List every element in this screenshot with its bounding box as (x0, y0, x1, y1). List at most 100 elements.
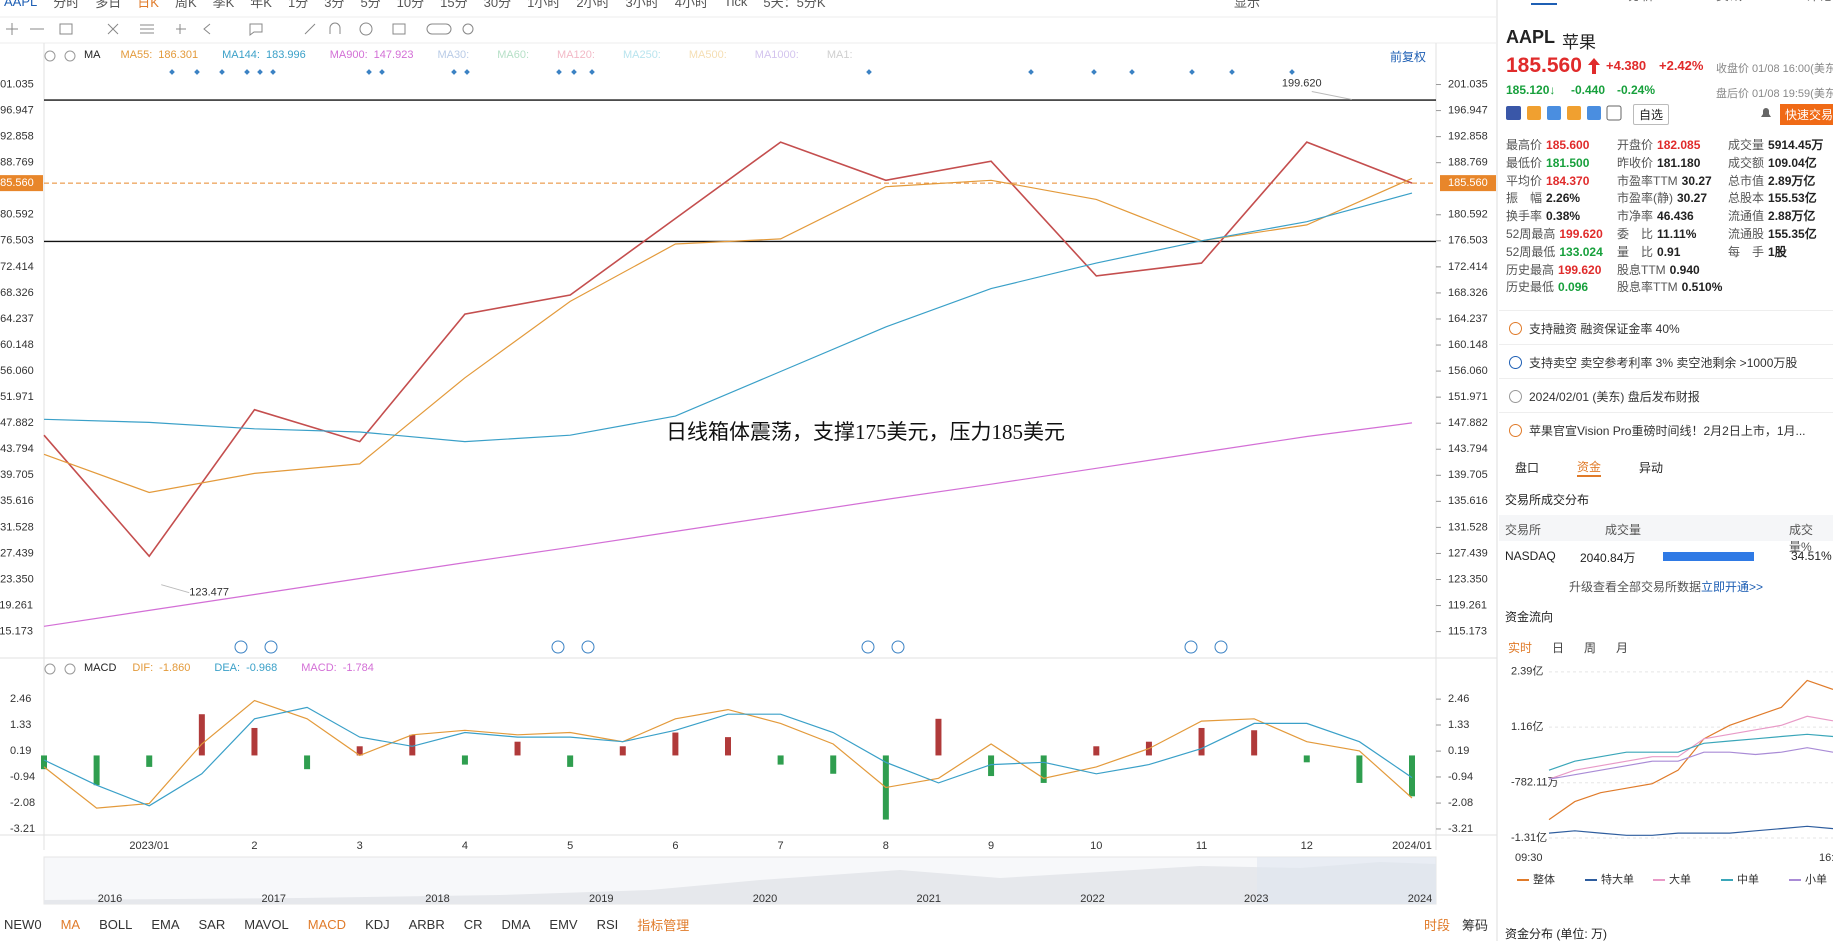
notice[interactable]: 苹果官宣Vision Pro重磅时间线！2月2日上市，1月... (1499, 412, 1833, 447)
panel-tab[interactable]: 报价 (1531, 0, 1558, 5)
indicator-tab[interactable]: KDJ (365, 917, 390, 932)
indicator-right[interactable]: 时段 (1423, 918, 1450, 933)
indicator-tab[interactable]: EMV (549, 917, 578, 932)
period-tab[interactable]: 2小时 (576, 0, 610, 10)
stat-cell: 昨收价 181.180 (1617, 154, 1700, 171)
period-tab[interactable]: 分时 (53, 0, 80, 10)
indicator-tab[interactable]: MACD (307, 917, 347, 932)
stat-label: 成交额 (1728, 155, 1765, 170)
period-tab[interactable]: 10分 (396, 0, 425, 10)
period-tab[interactable]: 季K (212, 0, 235, 10)
period-tab[interactable]: AAPL (4, 0, 38, 9)
stock-name: 苹果 (1562, 33, 1596, 52)
upgrade-text: 升级查看全部交易所数据 (1568, 580, 1701, 594)
earnings-icon (234, 640, 248, 654)
indicator-tab[interactable]: MAVOL (244, 917, 289, 932)
x-tick-label: 2023/01 (129, 840, 169, 852)
flow-tab[interactable]: 周 (1584, 641, 1597, 655)
stat-label: 股息率TTM (1617, 280, 1678, 295)
display-menu[interactable]: 显示 (1234, 0, 1261, 10)
stat-label: 市净率 (1617, 209, 1654, 224)
period-tab[interactable]: 年K (250, 0, 272, 10)
flow-tab[interactable]: 日 (1552, 641, 1565, 655)
stat-value: 181.180 (1657, 155, 1701, 170)
trade-button[interactable]: 快速交易 (1780, 104, 1833, 125)
indicator-tab[interactable]: ARBR (408, 917, 445, 932)
indicator-tab[interactable]: SAR (198, 917, 226, 932)
flow-tabs: 实时 日 周 月 (1508, 639, 1628, 656)
period-tab[interactable]: Tick (724, 0, 748, 9)
period-tab[interactable]: 日K (137, 0, 159, 10)
navigator-window[interactable] (1257, 857, 1436, 904)
panel-tab[interactable]: 资讯 (1716, 0, 1742, 4)
crosshair-icon (6, 23, 18, 35)
indicator-tab[interactable]: MA (60, 917, 81, 932)
indicator-manage[interactable]: 指标管理 (637, 918, 690, 933)
y-tick-label: 201.035 (1448, 78, 1488, 90)
period-tab[interactable]: 周K (174, 0, 197, 10)
flow-line (1548, 747, 1833, 780)
period-tab[interactable]: 1小时 (527, 0, 561, 10)
macd-bar (777, 755, 784, 765)
stat-label: 历史最低 (1506, 280, 1555, 295)
gear-icon (44, 663, 56, 675)
y-tick-label: 192.858 (1448, 131, 1488, 143)
indicator-tab[interactable]: CR (463, 917, 483, 932)
indicator-bar: NEW0 MA BOLL EMA SAR MAVOL MACD KDJ ARBR CR DMA EMV… (4, 915, 689, 934)
flow-tab[interactable]: 实时 (1508, 641, 1533, 655)
x-tick-label: 6 (672, 840, 678, 852)
period-tab[interactable]: 3小时 (625, 0, 659, 10)
event-dot (1289, 69, 1295, 75)
upgrade-link[interactable]: 立即开通>> (1700, 580, 1764, 594)
indicator-tab[interactable]: BOLL (99, 917, 133, 932)
after-change: -0.440 (1571, 83, 1606, 97)
watch-button[interactable]: 自选 (1633, 104, 1670, 125)
period-tab[interactable]: 4小时 (674, 0, 709, 10)
panel-tab[interactable]: 评论 (1806, 0, 1832, 4)
period-tab[interactable]: 3分 (324, 0, 345, 10)
period-tab[interactable]: 15分 (440, 0, 468, 10)
legend-label: 大单 (1669, 872, 1691, 886)
period-tab[interactable]: 多日 (95, 0, 122, 10)
period-tab[interactable]: 5分 (360, 0, 381, 10)
notice-icon (1509, 322, 1522, 335)
ma-label: MA (84, 49, 101, 61)
indicator-tab[interactable]: RSI (596, 917, 619, 932)
y-tick-label: 115.173 (1448, 626, 1487, 638)
macd-bar (356, 746, 363, 756)
notice[interactable]: 支持卖空 卖空参考利率 3% 卖空池剩余 >1000万股 (1499, 344, 1833, 379)
period-tab[interactable]: 30分 (483, 0, 512, 10)
indicator-right[interactable]: 筹码 (1461, 918, 1488, 933)
event-dot (571, 69, 577, 75)
stat-label: 最低价 (1506, 155, 1543, 170)
legend-inactive: MA250: (622, 49, 661, 61)
legend-label: 中单 (1737, 873, 1759, 886)
navigator (43, 856, 1437, 905)
stat-value: 199.620 (1559, 227, 1603, 241)
notice[interactable]: 2024/02/01 (美东) 盘后发布财报 (1499, 378, 1833, 413)
macd-bar (461, 755, 468, 765)
notice[interactable]: 支持融资 融资保证金率 40% (1499, 310, 1833, 345)
adjust-mode[interactable]: 前复权 (1390, 50, 1427, 64)
legend-inactive: MA120: (557, 49, 595, 61)
distribution-title: 资金分布 (单位: 万) (1505, 927, 1607, 941)
indicator-tab[interactable]: DMA (501, 917, 531, 932)
y-tick-label: 147.882 (1448, 417, 1488, 429)
price-tag (0, 175, 43, 192)
y-tick-label: 176.503 (0, 235, 34, 247)
detail-tab[interactable]: 异动 (1639, 461, 1664, 475)
detail-tab[interactable]: 资金 (1577, 458, 1602, 477)
indicator-bar-right: 时段 筹码 (1424, 915, 1488, 934)
flow-tab[interactable]: 月 (1616, 641, 1629, 655)
detail-tab[interactable]: 盘口 (1515, 461, 1540, 475)
stat-cell: 委 比 11.11% (1617, 225, 1696, 242)
period-tab[interactable]: 1分 (287, 0, 309, 10)
indicator-tab[interactable]: NEW0 (4, 917, 42, 932)
stat-cell: 每 手 1股 (1728, 243, 1787, 260)
panel-tab[interactable]: 分析 (1628, 0, 1654, 4)
x-tick-label: 8 (883, 840, 889, 852)
indicator-tab[interactable]: EMA (151, 917, 180, 932)
flag-icon (1506, 106, 1521, 120)
y-tick-label: 196.947 (0, 104, 34, 116)
period-tab[interactable]: 5天：5分K (763, 0, 826, 10)
